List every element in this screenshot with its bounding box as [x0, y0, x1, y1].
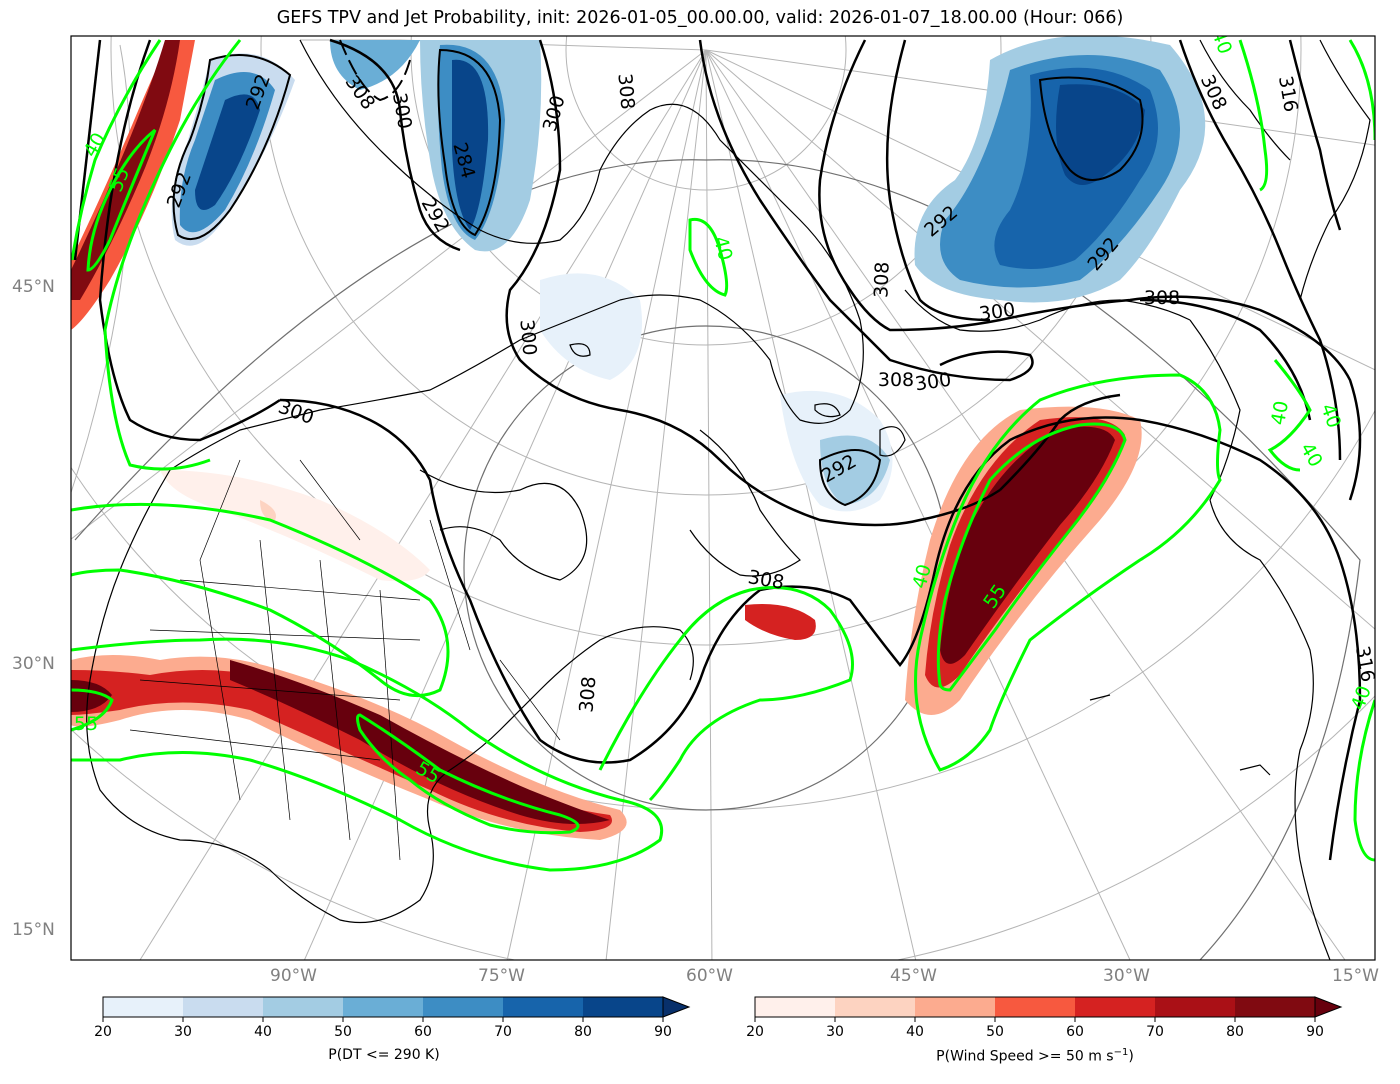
- theta-label: 300: [914, 369, 953, 396]
- colorbar-jet-label-sup: −1: [1113, 1047, 1129, 1058]
- jet-contours: [71, 39, 1375, 872]
- colorbar-tpv-swatch: [103, 997, 184, 1017]
- colorbar-jet-tick-label: 30: [826, 1024, 844, 1040]
- colorbar-tpv-swatch: [583, 997, 664, 1017]
- colorbar-tpv-swatch: [343, 997, 424, 1017]
- colorbar-jet-tick-label: 50: [986, 1024, 1004, 1040]
- theta-label: 308: [613, 72, 638, 110]
- lon-label-15w: 15°W: [1332, 966, 1379, 986]
- colorbar-tpv-frame: [102, 996, 664, 1018]
- colorbar-jet-tick-label: 40: [906, 1024, 924, 1040]
- lon-label-30w: 30°W: [1103, 966, 1150, 986]
- colorbar-jet-swatch: [995, 997, 1076, 1017]
- colorbar-jet-swatch: [835, 997, 916, 1017]
- theta-label: 308: [1144, 287, 1180, 309]
- jet-label: 40: [1207, 27, 1236, 57]
- colorbar-jet-tick-label: 70: [1146, 1024, 1164, 1040]
- colorbar-tpv-tick-label: 50: [334, 1024, 352, 1040]
- jet-label: 55: [74, 713, 98, 735]
- colorbar-jet-tick-label: 80: [1226, 1024, 1244, 1040]
- colorbar-tpv-swatch: [263, 997, 344, 1017]
- colorbar-tpv-tick-label: 30: [174, 1024, 192, 1040]
- colorbar-jet-swatch: [1235, 997, 1316, 1017]
- theta-label: 308: [870, 261, 893, 298]
- colorbar-tpv-label: P(DT <= 290 K): [328, 1047, 440, 1063]
- theta-label: 300: [515, 318, 540, 356]
- colorbar-tpv-tick-label: 70: [494, 1024, 512, 1040]
- state-borders: [129, 459, 561, 861]
- colorbar-tpv-swatch: [183, 997, 264, 1017]
- colorbar-jet-label-end: ): [1128, 1048, 1134, 1065]
- lon-label-60w: 60°W: [686, 966, 733, 986]
- colorbar-jet-swatch: [915, 997, 996, 1017]
- colorbar-tpv-swatch: [423, 997, 504, 1017]
- theta-label: 308: [575, 675, 600, 713]
- lon-label-90w: 90°W: [270, 966, 317, 986]
- colorbar-jet-label-text: P(Wind Speed >= 50 m s: [936, 1048, 1114, 1065]
- colorbar-jet-frame: [754, 996, 1316, 1018]
- colorbar-tpv-tick-label: 20: [94, 1024, 112, 1040]
- map-frame: [70, 35, 1376, 961]
- lat-label-15: 15°N: [12, 920, 55, 940]
- colorbar-jet-tick-label: 60: [1066, 1024, 1084, 1040]
- colorbar-tpv-tick-label: 80: [574, 1024, 592, 1040]
- colorbar-jet-label: P(Wind Speed >= 50 m s−1): [755, 1047, 1315, 1065]
- figure-title: GEFS TPV and Jet Probability, init: 2026…: [276, 8, 1124, 28]
- colorbar-jet-tick-label: 20: [746, 1024, 764, 1040]
- colorbar-jet-swatch: [1155, 997, 1236, 1017]
- colorbar-jet-tick-label: 90: [1306, 1024, 1324, 1040]
- colorbar-tpv: [102, 996, 691, 1022]
- theta-label: 308: [878, 369, 914, 391]
- colorbar-jet-extend-arrow: [1314, 996, 1343, 1018]
- colorbar-tpv-extend-arrow: [662, 996, 691, 1018]
- colorbar-tpv-tick-label: 60: [414, 1024, 432, 1040]
- colorbar-jet-swatch: [1075, 997, 1156, 1017]
- lat-label-45: 45°N: [12, 277, 55, 297]
- lon-label-45w: 45°W: [890, 966, 937, 986]
- colorbar-jet-swatch: [755, 997, 836, 1017]
- colorbar-tpv-tick-label: 90: [654, 1024, 672, 1040]
- colorbar-tpv-swatch: [503, 997, 584, 1017]
- lon-label-75w: 75°W: [478, 966, 525, 986]
- coastlines: [86, 39, 1371, 960]
- theta-label: 300: [978, 299, 1017, 326]
- lat-label-30: 30°N: [12, 654, 55, 674]
- colorbar-jet: [754, 996, 1343, 1022]
- jet-label: 40: [1267, 399, 1293, 427]
- jet-probability-fill: [71, 40, 1142, 840]
- colorbar-tpv-tick-label: 40: [254, 1024, 272, 1040]
